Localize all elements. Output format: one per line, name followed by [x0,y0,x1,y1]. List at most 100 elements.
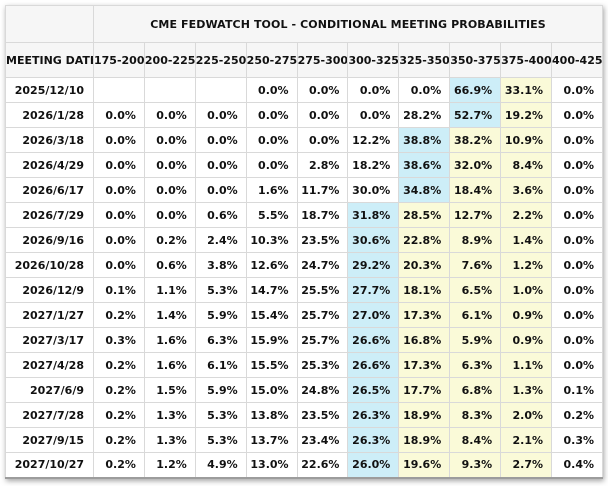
probability-cell: 0.0% [551,102,603,128]
probability-cell: 0.0% [93,202,145,228]
table-row: 2026/7/29 0.0% 0.0% 0.6% 5.5% 18.7% 31.8% 28.5%… [5,202,603,228]
probability-cell: 1.5% [143,377,196,403]
probability-cell: 2.4% [194,227,247,253]
probability-cell: 5.9% [194,302,247,328]
table-row: 2027/4/28 0.2% 1.6% 6.1% 15.5% 25.3% 26.6% 17.3… [5,352,603,378]
probability-cell: 0.0% [551,227,603,253]
probability-cell: 26.5% [347,377,400,403]
probability-cell: 0.0% [93,152,145,178]
meeting-date-cell: 2026/6/17 [5,177,94,203]
probability-cell: 0.0% [296,127,349,153]
rate-range-header: 250-275 [245,42,298,78]
probability-cell: 0.0% [398,77,451,103]
probability-cell: 8.9% [449,227,502,253]
probability-cell: 15.0% [245,377,298,403]
probability-cell: 20.3% [398,252,451,278]
probability-cell: 0.4% [551,452,603,478]
probability-cell: 15.4% [245,302,298,328]
meeting-date-cell: 2027/3/17 [5,327,94,353]
probability-cell: 23.5% [296,227,349,253]
probability-cell: 18.2% [347,152,400,178]
probability-cell: 13.8% [245,402,298,428]
probability-cell [93,77,145,103]
probability-cell: 0.0% [296,102,349,128]
probability-cell: 34.8% [398,177,451,203]
probability-cell: 28.5% [398,202,451,228]
probability-cell: 19.2% [500,102,553,128]
probability-cell: 0.0% [143,202,196,228]
rate-range-header: 300-325 [347,42,400,78]
probability-cell: 25.7% [296,302,349,328]
table-row: 2027/7/28 0.2% 1.3% 5.3% 13.8% 23.5% 26.3% 18.9… [5,402,603,428]
meeting-date-cell: 2025/12/10 [5,77,94,103]
probability-cell: 18.7% [296,202,349,228]
probability-cell: 5.5% [245,202,298,228]
probability-cell: 1.3% [143,402,196,428]
fedwatch-table: CME FEDWATCH TOOL - CONDITIONAL MEETING … [5,5,603,479]
probability-cell: 38.8% [398,127,451,153]
probability-cell: 0.0% [245,127,298,153]
probability-cell: 0.9% [500,302,553,328]
probability-cell: 2.7% [500,452,553,478]
probability-cell: 0.9% [500,327,553,353]
probability-cell [194,77,247,103]
probability-cell: 26.6% [347,352,400,378]
rate-range-header: 400-425 [551,42,603,78]
probability-cell: 6.5% [449,277,502,303]
probability-cell: 0.2% [93,377,145,403]
probability-cell: 0.0% [93,177,145,203]
probability-cell: 0.3% [93,327,145,353]
probability-cell: 25.3% [296,352,349,378]
probability-cell: 5.3% [194,277,247,303]
probability-cell: 0.0% [551,302,603,328]
probability-cell: 24.8% [296,377,349,403]
probability-cell [143,77,196,103]
probability-cell: 23.4% [296,427,349,453]
probability-cell: 1.0% [500,277,553,303]
probability-cell: 0.0% [551,327,603,353]
probability-cell: 1.3% [500,377,553,403]
probability-cell: 19.6% [398,452,451,478]
probability-cell: 31.8% [347,202,400,228]
table-row: 2025/12/10 0.0% 0.0% 0.0% 0.0% 66.9% 33.1% 0.0% [5,77,603,103]
table-row: 2027/3/17 0.3% 1.6% 6.3% 15.9% 25.7% 26.6% 16.8… [5,327,603,353]
probability-cell: 2.2% [500,202,553,228]
probability-cell: 0.0% [93,127,145,153]
meeting-date-cell: 2027/10/27 [5,452,94,478]
probability-cell: 22.6% [296,452,349,478]
probability-cell: 0.1% [93,277,145,303]
meeting-date-cell: 2026/7/29 [5,202,94,228]
probability-cell: 2.8% [296,152,349,178]
probability-cell: 14.7% [245,277,298,303]
meeting-date-cell: 2026/12/9 [5,277,94,303]
probability-cell: 10.3% [245,227,298,253]
probability-cell: 0.0% [143,177,196,203]
probability-cell: 6.1% [194,352,247,378]
probability-cell: 25.5% [296,277,349,303]
table-title: CME FEDWATCH TOOL - CONDITIONAL MEETING … [93,5,603,43]
table-row: 2026/10/28 0.0% 0.6% 3.8% 12.6% 24.7% 29.2% 20.… [5,252,603,278]
probability-cell: 6.3% [194,327,247,353]
probability-cell: 1.6% [143,327,196,353]
probability-cell: 0.0% [296,77,349,103]
probability-cell: 27.7% [347,277,400,303]
probability-cell: 1.3% [143,427,196,453]
probability-cell: 0.0% [93,252,145,278]
table-row: 2026/9/16 0.0% 0.2% 2.4% 10.3% 23.5% 30.6% 22.8… [5,227,603,253]
probability-cell: 5.9% [449,327,502,353]
probability-cell: 0.0% [245,102,298,128]
meeting-date-cell: 2027/1/27 [5,302,94,328]
probability-cell: 0.0% [551,177,603,203]
table-row: 2027/9/15 0.2% 1.3% 5.3% 13.7% 23.4% 26.3% 18.9… [5,427,603,453]
probability-cell: 18.9% [398,402,451,428]
rate-range-header: 325-350 [398,42,451,78]
probability-cell: 0.2% [93,352,145,378]
probability-cell: 8.4% [500,152,553,178]
probability-cell: 0.0% [551,127,603,153]
probability-cell: 5.3% [194,427,247,453]
probability-cell: 26.3% [347,427,400,453]
meeting-date-cell: 2026/10/28 [5,252,94,278]
probability-cell: 18.1% [398,277,451,303]
probability-cell: 12.2% [347,127,400,153]
probability-cell: 0.2% [551,402,603,428]
